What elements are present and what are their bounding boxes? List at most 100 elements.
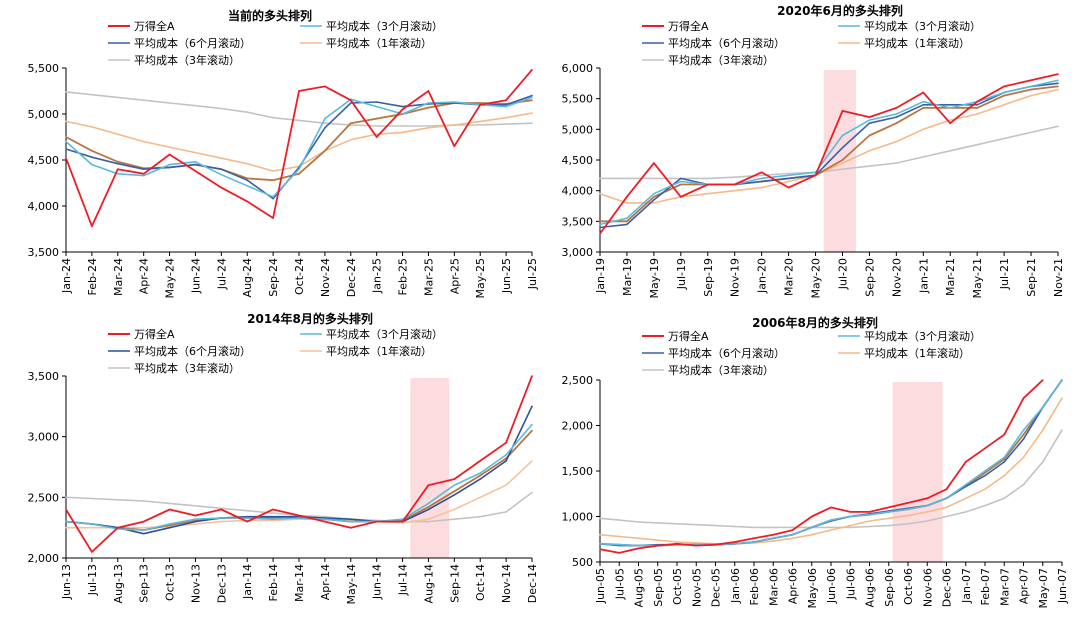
data-point [116, 168, 119, 170]
data-point [984, 504, 986, 507]
data-point [791, 526, 794, 529]
data-point [324, 517, 326, 519]
data-point [653, 162, 655, 164]
data-point [984, 470, 986, 472]
data-point [964, 483, 967, 486]
data-point [907, 522, 909, 525]
legend-label-ma6m: 平均成本（6个月滚动） [668, 36, 785, 50]
data-point [618, 519, 621, 521]
data-point [349, 99, 352, 101]
x-tick-label: Sep-14 [448, 564, 461, 603]
x-tick-label: Jun-25 [500, 258, 513, 294]
data-point [168, 102, 171, 104]
data-point [791, 537, 794, 540]
series-line-extra [600, 85, 1059, 223]
x-tick-label: Aug-13 [112, 564, 125, 603]
data-point [401, 113, 404, 115]
data-point [695, 544, 698, 547]
data-point [626, 177, 628, 180]
data-point [599, 533, 601, 536]
data-point [168, 166, 171, 169]
data-point [401, 131, 404, 134]
data-point [907, 514, 909, 517]
x-tick-label: May-25 [474, 258, 487, 299]
data-point [868, 513, 871, 516]
data-point [964, 497, 967, 500]
data-point [772, 540, 775, 542]
data-point [453, 124, 456, 126]
data-point [772, 537, 775, 540]
data-point [1041, 406, 1044, 409]
y-tick-label: 3,500 [562, 215, 594, 228]
data-point [787, 186, 790, 189]
data-point [194, 505, 197, 507]
series-line-ma6m [65, 94, 533, 200]
data-point [427, 125, 430, 127]
data-point [479, 102, 482, 104]
x-tick-label: Oct-14 [474, 564, 487, 601]
data-point [926, 511, 929, 513]
data-point [349, 520, 352, 523]
data-point [246, 509, 249, 512]
data-point [479, 124, 482, 126]
x-tick-label: Sep-21 [1025, 258, 1038, 297]
data-point [427, 127, 430, 129]
legend-label-ma3m: 平均成本（3个月滚动） [326, 19, 443, 33]
x-tick-label: Mar-25 [422, 258, 435, 296]
data-point [65, 526, 67, 529]
data-point [714, 524, 717, 527]
data-point [656, 544, 659, 547]
x-tick-label: Mar-20 [783, 258, 796, 296]
y-tick-label: 2,500 [28, 491, 60, 504]
data-point [116, 162, 119, 165]
data-point [298, 119, 300, 122]
data-point [706, 192, 709, 195]
data-point [949, 104, 952, 106]
x-tick-label: Jun-05 [594, 568, 607, 604]
data-point [964, 485, 967, 488]
data-point [531, 69, 533, 71]
x-tick-label: Jan-20 [756, 258, 769, 294]
data-point [945, 497, 948, 500]
data-point [194, 104, 197, 107]
data-point [637, 547, 640, 550]
data-point [324, 515, 326, 518]
data-point [695, 542, 698, 544]
data-point [116, 498, 119, 501]
data-point [1057, 82, 1059, 85]
y-tick-label: 5,000 [28, 108, 60, 121]
data-point [753, 537, 755, 540]
data-point [1003, 104, 1005, 106]
data-point [479, 474, 482, 477]
data-point [65, 508, 67, 511]
y-tick-label: 1,500 [562, 465, 594, 478]
data-point [841, 159, 844, 161]
data-point [91, 93, 93, 96]
x-tick-label: Nov-24 [319, 258, 332, 297]
data-point [1022, 429, 1025, 431]
data-point [830, 526, 832, 529]
data-point [349, 526, 352, 529]
data-point [272, 508, 274, 511]
data-point [653, 199, 655, 201]
data-point [349, 102, 352, 104]
data-point [349, 138, 352, 141]
data-point [479, 515, 482, 518]
x-tick-label: Feb-06 [748, 568, 761, 605]
legend-label-ma6m: 平均成本（6个月滚动） [134, 36, 251, 50]
data-point [298, 168, 300, 170]
data-point [964, 511, 967, 513]
data-point [626, 220, 628, 223]
data-point [1003, 85, 1005, 88]
data-point [246, 184, 249, 187]
data-point [791, 533, 794, 536]
x-tick-label: Jan-07 [960, 568, 973, 604]
data-point [142, 173, 145, 175]
x-tick-label: May-07 [1037, 568, 1050, 609]
data-point [116, 161, 119, 163]
x-tick-label: Nov-14 [500, 564, 513, 603]
data-point [653, 202, 655, 204]
x-tick-label: Apr-24 [138, 258, 151, 294]
data-point [1022, 438, 1025, 440]
data-point [791, 529, 794, 531]
